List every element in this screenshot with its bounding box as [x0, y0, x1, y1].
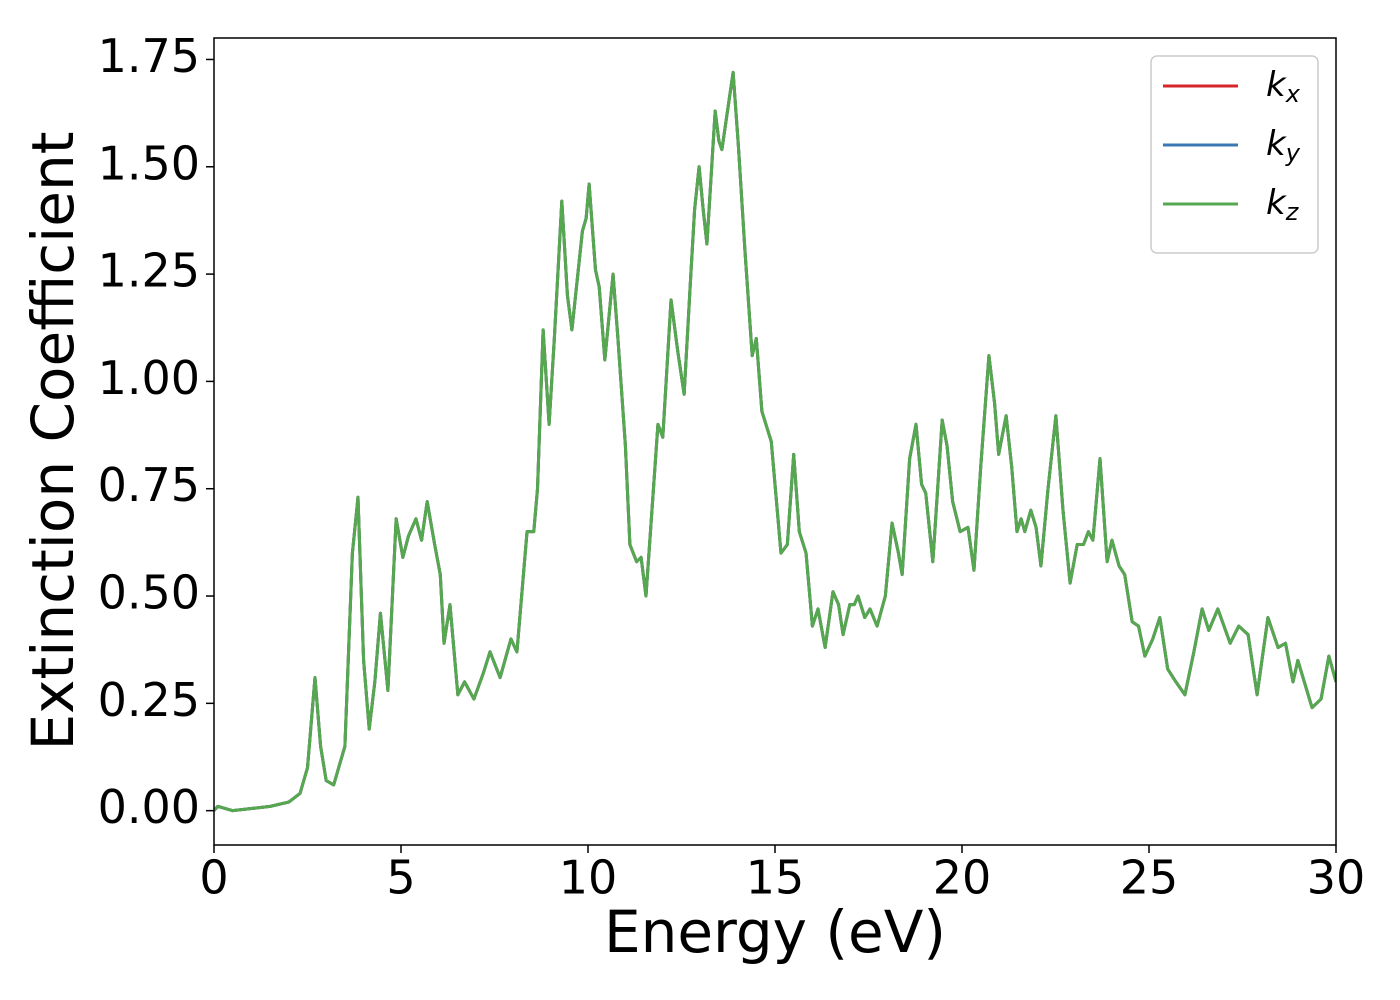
- x-axis-label: Energy (eV): [604, 898, 946, 966]
- legend-label: kz: [1266, 183, 1300, 227]
- y-tick-label: 1.00: [98, 351, 200, 405]
- y-tick-label: 0.50: [98, 566, 200, 620]
- y-tick-label: 1.25: [98, 244, 200, 298]
- plot-frame: [213, 37, 1337, 846]
- x-tick-label: 15: [746, 851, 805, 905]
- x-tick-label: 5: [386, 851, 415, 905]
- legend-label: kx: [1266, 65, 1301, 109]
- y-tick-label: 1.50: [98, 136, 200, 190]
- y-axis-label: Extinction Coefficient: [19, 132, 87, 751]
- y-tick-label: 0.00: [98, 780, 200, 834]
- x-tick-label: 20: [933, 851, 992, 905]
- x-tick-label: 10: [559, 851, 618, 905]
- x-tick-label: 0: [199, 851, 228, 905]
- legend-label: ky: [1266, 124, 1301, 168]
- y-tick-label: 0.75: [98, 458, 200, 512]
- x-tick-label: 30: [1307, 851, 1366, 905]
- data-line: [214, 70, 1336, 813]
- y-tick-label: 0.25: [98, 673, 200, 727]
- y-tick-label: 1.75: [98, 29, 200, 83]
- x-tick-label: 25: [1120, 851, 1179, 905]
